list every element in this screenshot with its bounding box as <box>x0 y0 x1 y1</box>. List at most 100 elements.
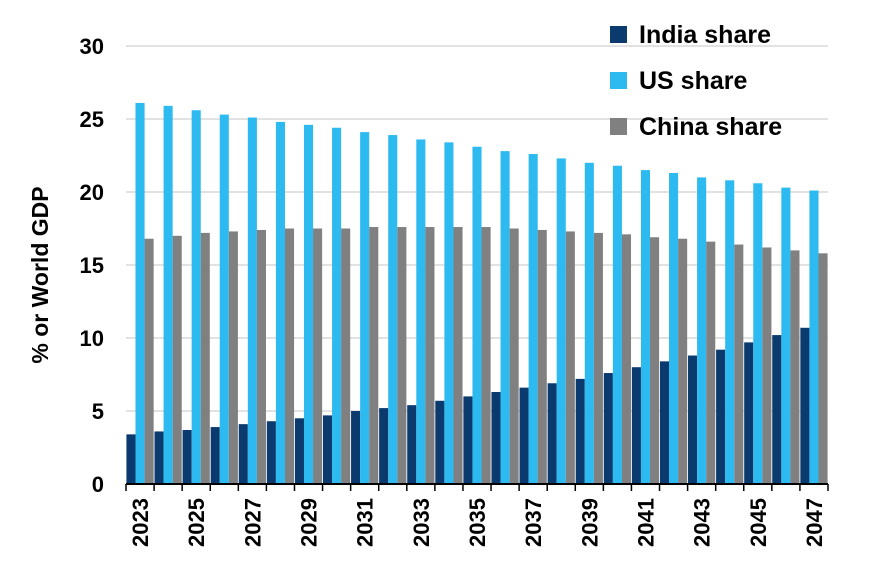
bars <box>126 102 828 485</box>
legend-swatch-us-share <box>610 72 627 89</box>
bar-us-share-2037 <box>528 154 538 485</box>
bar-india-share-2029 <box>294 418 304 484</box>
x-tick-label-2039: 2039 <box>577 498 602 547</box>
bar-india-share-2040 <box>603 373 613 484</box>
bar-us-share-2023 <box>135 102 145 484</box>
bar-china-share-2038 <box>565 231 575 484</box>
bar-china-share-2027 <box>256 229 266 484</box>
bar-china-share-2031 <box>369 227 379 485</box>
bar-china-share-2047 <box>818 253 828 484</box>
bar-us-share-2032 <box>388 135 398 484</box>
bar-india-share-2042 <box>659 361 670 484</box>
x-tick-label-2045: 2045 <box>746 498 771 547</box>
bar-china-share-2039 <box>593 232 603 484</box>
bar-india-share-2044 <box>716 349 726 484</box>
legend-label-india-share: India share <box>639 21 771 49</box>
bar-us-share-2034 <box>444 142 454 485</box>
bar-us-share-2043 <box>697 177 707 484</box>
bar-india-share-2039 <box>575 378 585 484</box>
bar-china-share-2028 <box>284 228 295 484</box>
bar-india-share-2027 <box>238 424 248 484</box>
bar-india-share-2047 <box>800 327 810 484</box>
bar-us-share-2040 <box>612 165 622 484</box>
bar-india-share-2028 <box>266 421 276 484</box>
legend-swatch-india-share <box>610 26 627 43</box>
bar-india-share-2033 <box>407 405 417 484</box>
bar-us-share-2024 <box>163 105 173 485</box>
bar-china-share-2026 <box>228 231 238 484</box>
bar-india-share-2036 <box>491 392 501 484</box>
bar-us-share-2038 <box>556 158 566 485</box>
x-tick-label-2027: 2027 <box>240 498 265 547</box>
bar-india-share-2023 <box>126 434 136 484</box>
bar-china-share-2035 <box>481 227 491 485</box>
bar-us-share-2041 <box>640 170 651 484</box>
y-tick-label-10: 10 <box>80 326 104 351</box>
x-tick-label-2033: 2033 <box>409 498 434 547</box>
bar-china-share-2025 <box>200 232 210 484</box>
bar-us-share-2044 <box>725 180 735 484</box>
bar-us-share-2026 <box>219 114 229 485</box>
y-tick-label-15: 15 <box>80 253 104 278</box>
x-tick-label-2041: 2041 <box>633 498 658 547</box>
x-tick-label-2031: 2031 <box>353 498 378 547</box>
legend-label-china-share: China share <box>639 113 782 141</box>
bar-india-share-2041 <box>631 367 641 484</box>
y-axis-title: % or World GDP <box>27 186 53 363</box>
bar-china-share-2034 <box>453 227 463 485</box>
bar-us-share-2033 <box>416 139 426 484</box>
bar-china-share-2030 <box>341 228 351 484</box>
bar-india-share-2034 <box>435 400 445 484</box>
bar-us-share-2025 <box>191 110 201 485</box>
bar-us-share-2027 <box>247 117 257 484</box>
y-tick-label-30: 30 <box>80 34 104 59</box>
bar-us-share-2039 <box>584 162 594 485</box>
y-tick-label-25: 25 <box>80 107 104 132</box>
bar-china-share-2037 <box>537 229 547 484</box>
bar-us-share-2045 <box>753 183 763 485</box>
bar-china-share-2043 <box>706 241 716 484</box>
y-tick-label-20: 20 <box>80 180 104 205</box>
x-tick-label-2029: 2029 <box>297 498 322 547</box>
bar-us-share-2028 <box>275 121 285 485</box>
bar-china-share-2045 <box>762 247 772 484</box>
x-tick-label-2043: 2043 <box>690 498 715 547</box>
bar-india-share-2043 <box>688 355 698 484</box>
bar-china-share-2036 <box>509 228 519 484</box>
bar-us-share-2035 <box>472 146 482 485</box>
bar-china-share-2046 <box>790 250 800 484</box>
bar-india-share-2025 <box>182 429 192 484</box>
bar-china-share-2029 <box>313 228 323 484</box>
bar-us-share-2030 <box>332 127 342 484</box>
bar-india-share-2035 <box>463 396 473 484</box>
bar-china-share-2044 <box>734 244 744 484</box>
bar-china-share-2023 <box>144 238 154 484</box>
bar-china-share-2040 <box>621 234 632 484</box>
bar-china-share-2033 <box>425 227 435 485</box>
bar-india-share-2026 <box>210 427 220 484</box>
x-tick-label-2023: 2023 <box>128 498 153 547</box>
bar-china-share-2032 <box>397 227 407 485</box>
x-tick-label-2037: 2037 <box>521 498 546 547</box>
bar-us-share-2047 <box>809 190 819 485</box>
bar-india-share-2046 <box>772 335 782 484</box>
x-tick-label-2047: 2047 <box>802 498 827 547</box>
bar-us-share-2046 <box>781 187 791 484</box>
legend: India share US share China share <box>610 21 782 141</box>
bar-us-share-2029 <box>303 124 314 484</box>
bar-us-share-2036 <box>500 151 510 484</box>
bar-china-share-2041 <box>650 237 660 484</box>
bar-us-share-2031 <box>360 132 370 484</box>
bar-india-share-2030 <box>322 415 333 484</box>
bar-india-share-2037 <box>519 387 529 484</box>
x-tick-label-2025: 2025 <box>184 498 209 547</box>
bar-us-share-2042 <box>669 173 679 484</box>
bar-china-share-2042 <box>678 238 688 484</box>
legend-swatch-china-share <box>610 118 627 135</box>
legend-label-us-share: US share <box>639 67 747 95</box>
bar-india-share-2024 <box>154 431 164 484</box>
bar-india-share-2038 <box>547 383 557 484</box>
